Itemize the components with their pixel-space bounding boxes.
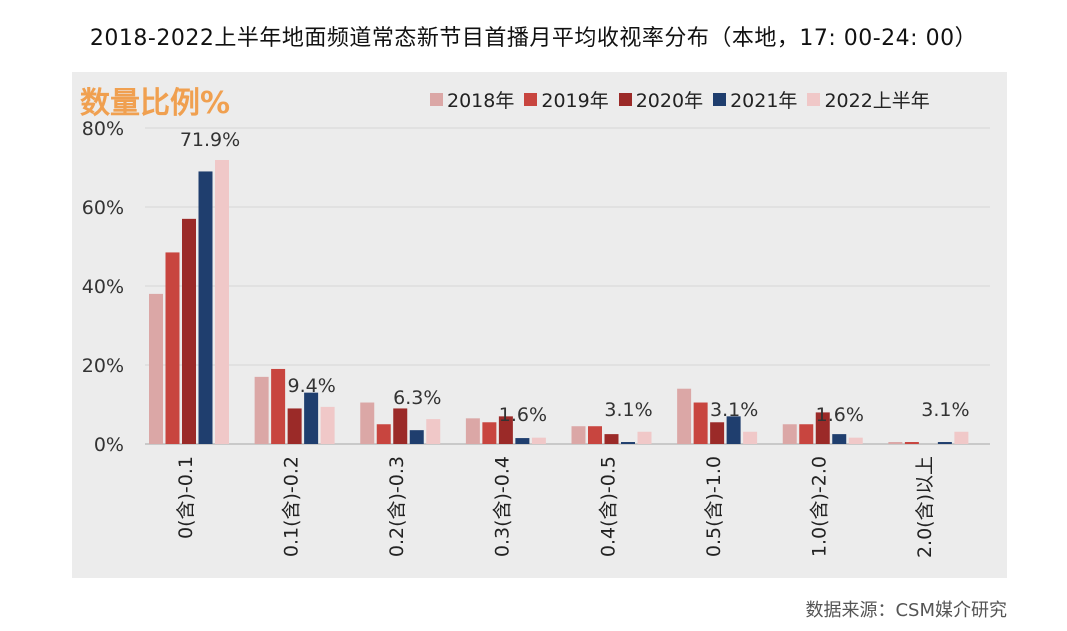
legend-label: 2021年: [730, 90, 798, 112]
bar: [832, 434, 847, 444]
bar: [726, 416, 741, 444]
bar: [848, 437, 863, 444]
bar: [677, 388, 692, 444]
bar: [604, 434, 619, 444]
bar: [937, 442, 952, 444]
data-label: 1.6%: [499, 404, 547, 426]
x-tick-label: 1.0(含)-2.0: [809, 456, 831, 557]
legend-label: 2018年: [447, 90, 515, 112]
bar: [182, 218, 196, 444]
bar: [198, 171, 213, 444]
bar: [588, 426, 602, 444]
bar: [531, 437, 546, 444]
y-tick-label: 20%: [82, 355, 124, 377]
bar: [393, 408, 408, 444]
data-label: 71.9%: [180, 129, 240, 151]
bar: [360, 402, 375, 444]
data-label: 9.4%: [287, 375, 335, 397]
bar: [782, 424, 797, 444]
legend: 2018年 2019年 2020年 2021年 2022上半年: [430, 86, 930, 113]
bar: [304, 392, 319, 444]
x-tick-label: 0(含)-0.1: [175, 456, 197, 539]
bar: [799, 424, 814, 444]
bar: [743, 431, 758, 444]
y-tick-label: 0%: [94, 434, 124, 456]
bar: [815, 412, 830, 444]
x-tick-label: 0.1(含)-0.2: [280, 456, 302, 557]
bar: [426, 419, 441, 444]
x-tick-label: 0.5(含)-1.0: [703, 456, 725, 557]
legend-swatch: [524, 93, 538, 106]
data-label: 1.6%: [816, 404, 864, 426]
legend-item: 2019年: [524, 86, 609, 113]
bar: [710, 422, 725, 444]
legend-swatch: [430, 93, 443, 106]
legend-swatch: [807, 93, 821, 106]
y-axis-title: 数量比例%: [80, 86, 231, 121]
bar: [215, 159, 229, 444]
legend-swatch: [713, 93, 727, 106]
bar: [254, 376, 269, 444]
data-label: 6.3%: [393, 387, 441, 409]
bar: [637, 431, 652, 444]
bar: [571, 426, 586, 444]
bar: [482, 422, 497, 444]
y-tick-label: 80%: [82, 118, 124, 140]
bar: [376, 424, 391, 444]
bar: [409, 430, 424, 444]
bar: [515, 438, 530, 444]
legend-item: 2020年: [618, 86, 704, 113]
bar: [165, 252, 180, 444]
bar: [904, 442, 919, 444]
x-tick-label: 2.0(含)以上: [914, 456, 936, 558]
legend-item: 2022上半年: [807, 86, 930, 113]
x-tick-label: 0.2(含)-0.3: [386, 456, 408, 557]
bar: [693, 402, 708, 444]
bar: [498, 416, 513, 444]
bar: [621, 442, 635, 444]
x-tick-label: 0.3(含)-0.4: [492, 456, 514, 557]
data-label: 3.1%: [710, 399, 758, 421]
legend-label: 2022上半年: [824, 90, 930, 112]
legend-label: 2020年: [635, 90, 704, 112]
source-note: 数据来源：CSM媒介研究: [805, 600, 1007, 621]
bar: [465, 418, 480, 444]
chart-title: 2018-2022上半年地面频道常态新节目首播月平均收视率分布（本地，17: 0…: [89, 26, 978, 51]
bar: [888, 442, 903, 444]
y-tick-label: 60%: [82, 197, 124, 219]
bar: [271, 368, 286, 444]
data-label: 3.1%: [604, 399, 652, 421]
bar: [287, 408, 302, 444]
bar: [320, 406, 335, 444]
bar: [954, 431, 969, 444]
legend-swatch: [618, 93, 632, 106]
bar: [149, 293, 163, 444]
data-label: 3.1%: [921, 399, 969, 421]
y-tick-label: 40%: [82, 276, 124, 298]
legend-label: 2019年: [541, 90, 609, 112]
x-tick-label: 0.4(含)-0.5: [597, 456, 619, 557]
legend-item: 2021年: [713, 86, 797, 113]
legend-item: 2018年: [430, 86, 514, 113]
